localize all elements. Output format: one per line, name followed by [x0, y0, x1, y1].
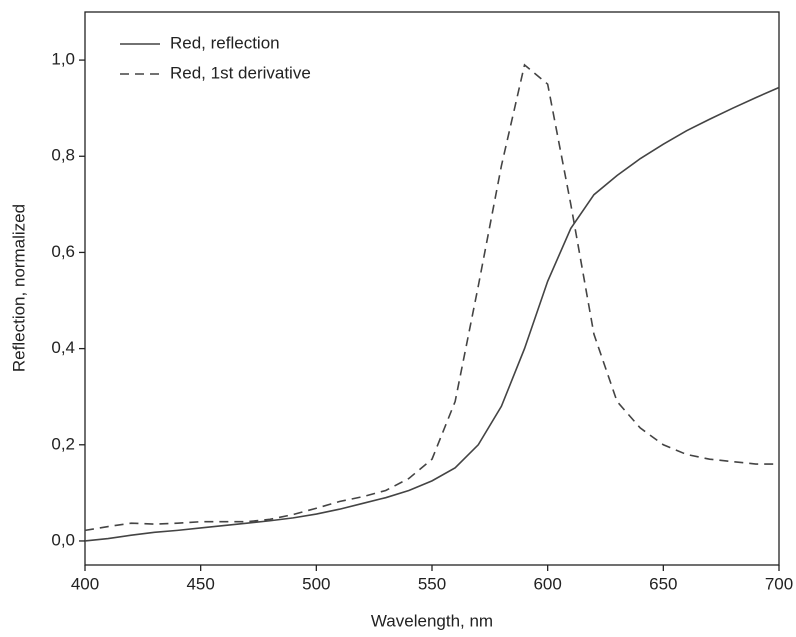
x-tick-label: 600 — [533, 574, 561, 593]
data-line — [84, 63, 779, 532]
x-tick-label: 700 — [765, 574, 793, 593]
y-axis-label: Reflection, normalized — [9, 204, 28, 372]
y-tick-label: 0,8 — [51, 146, 75, 165]
plot-frame — [84, 11, 780, 566]
x-tick-label: 450 — [186, 574, 214, 593]
legend-label: Red, reflection — [170, 33, 280, 52]
y-tick-label: 0,4 — [51, 338, 75, 357]
x-tick-label: 550 — [418, 574, 446, 593]
x-tick-label: 500 — [302, 574, 330, 593]
legend-label: Red, 1st derivative — [170, 63, 311, 82]
x-axis-label: Wavelength, nm — [371, 611, 493, 630]
data-line — [84, 86, 780, 542]
y-tick-label: 0,6 — [51, 242, 75, 261]
y-tick-label: 0,0 — [51, 530, 75, 549]
y-tick-label: 1,0 — [51, 50, 75, 69]
y-tick-label: 0,2 — [51, 434, 75, 453]
x-tick-label: 400 — [71, 574, 99, 593]
x-tick-label: 650 — [649, 574, 677, 593]
